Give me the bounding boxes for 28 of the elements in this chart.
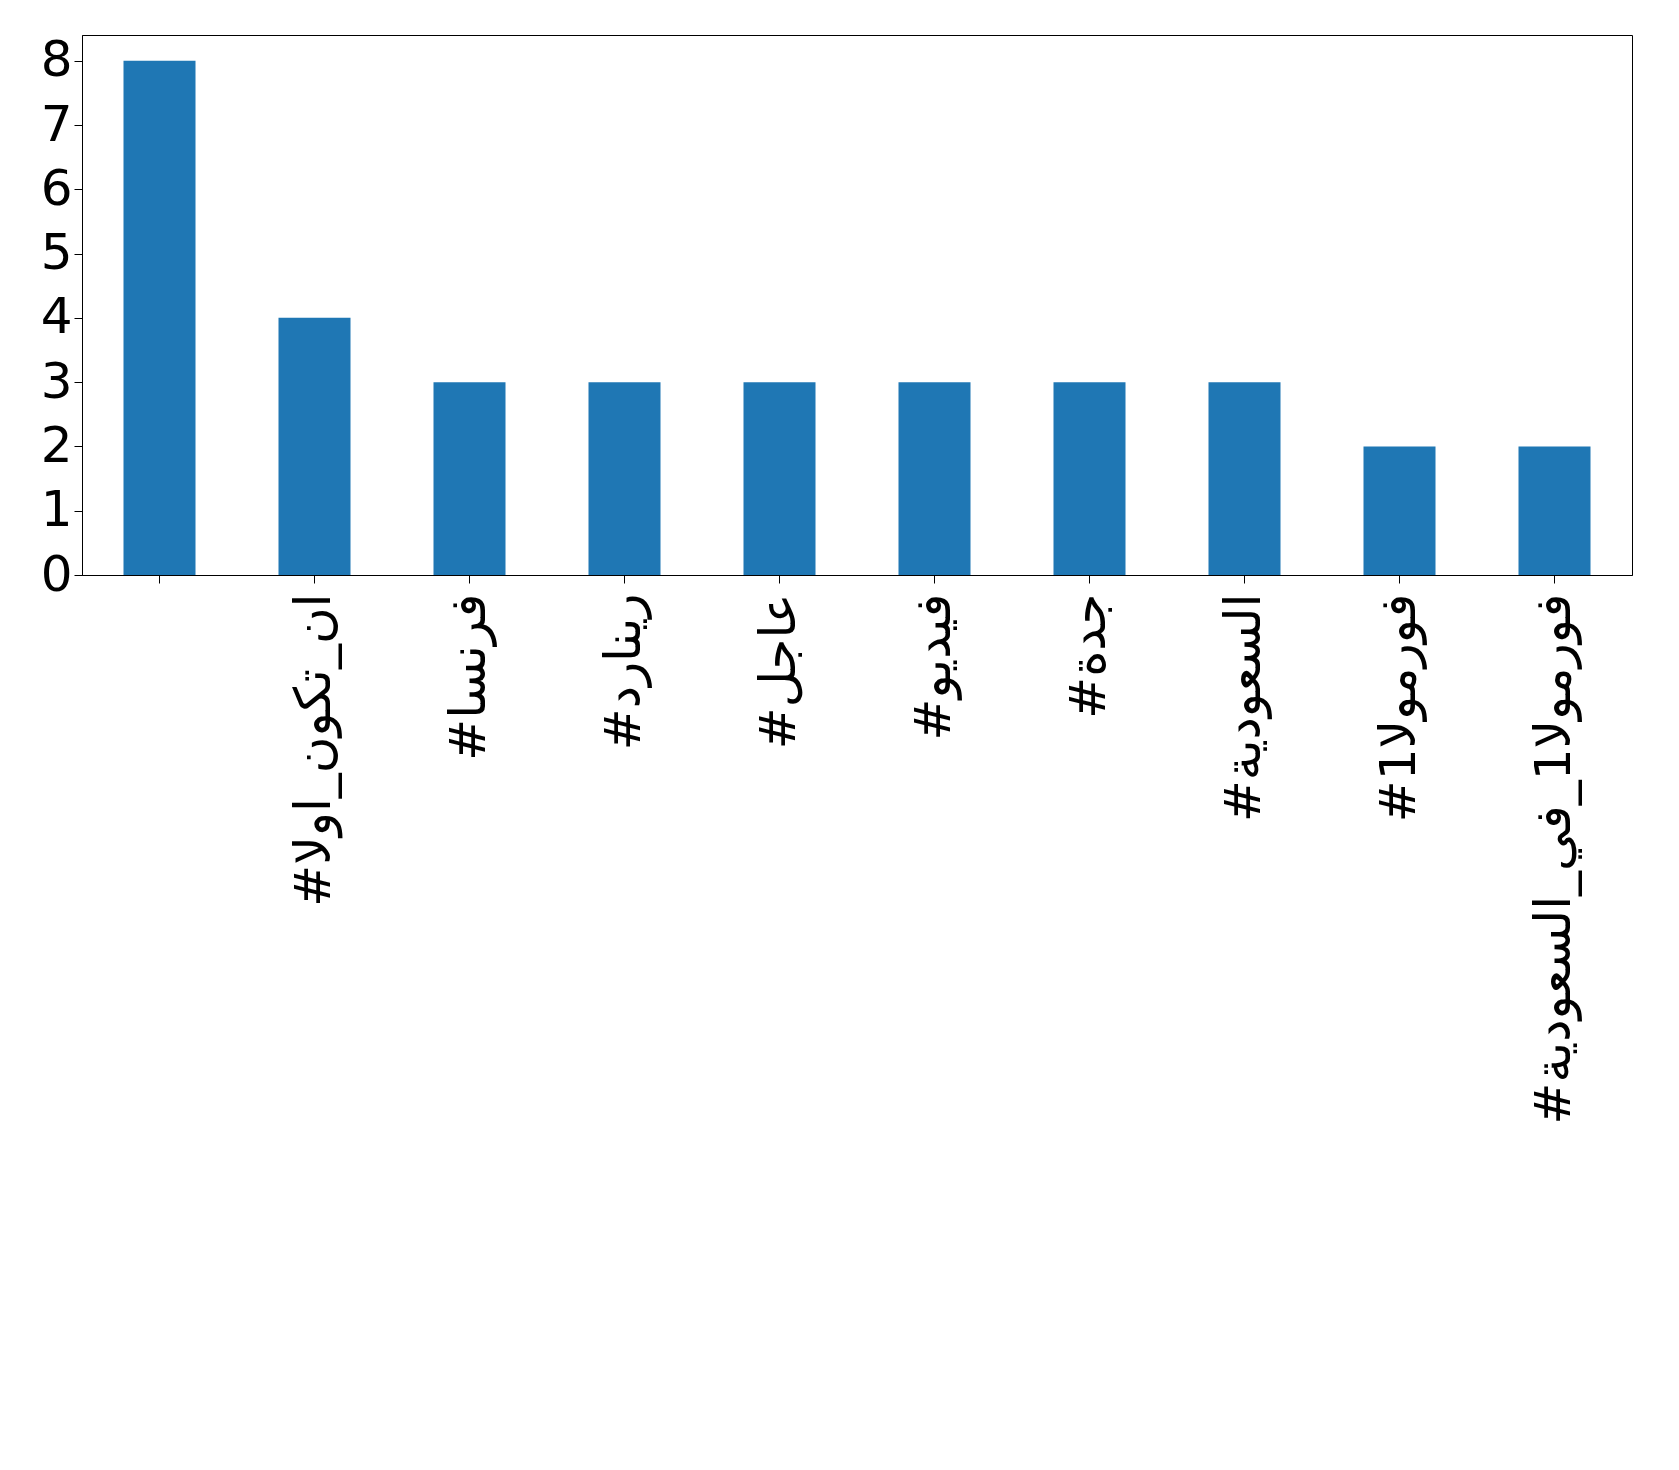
y-tick-label: 4 — [40, 287, 73, 346]
y-tick-label: 2 — [40, 415, 73, 474]
x-tick-label: #عاجل — [748, 593, 807, 750]
x-tick-label: #رينارد — [593, 593, 652, 751]
bar — [588, 382, 661, 575]
x-tick-label: #جدة — [1058, 593, 1117, 719]
y-tick-label: 1 — [40, 480, 73, 539]
x-tick-label: #فورمولا1_في_السعودية — [1523, 593, 1582, 1125]
x-tick-label: #فرنسا — [438, 593, 497, 761]
bar — [1518, 446, 1591, 575]
bar — [1363, 446, 1436, 575]
y-tick-label: 0 — [40, 544, 73, 603]
x-tick-label: #ان_تكون_اولا — [283, 593, 343, 907]
x-tick-label: #فيديو — [903, 593, 962, 741]
bar — [123, 60, 196, 575]
x-tick-label: #السعودية — [1213, 593, 1272, 823]
y-tick-label: 7 — [40, 94, 73, 153]
y-tick-label: 3 — [40, 351, 73, 410]
bar — [433, 382, 506, 575]
y-tick-label: 5 — [40, 223, 73, 282]
x-tick-label: #فورمولا1 — [1368, 593, 1427, 823]
bar — [898, 382, 971, 575]
bar — [1053, 382, 1126, 575]
bar — [743, 382, 816, 575]
bar — [278, 317, 351, 575]
y-tick-label: 6 — [40, 158, 73, 217]
y-tick-label: 8 — [40, 30, 73, 89]
bar — [1208, 382, 1281, 575]
